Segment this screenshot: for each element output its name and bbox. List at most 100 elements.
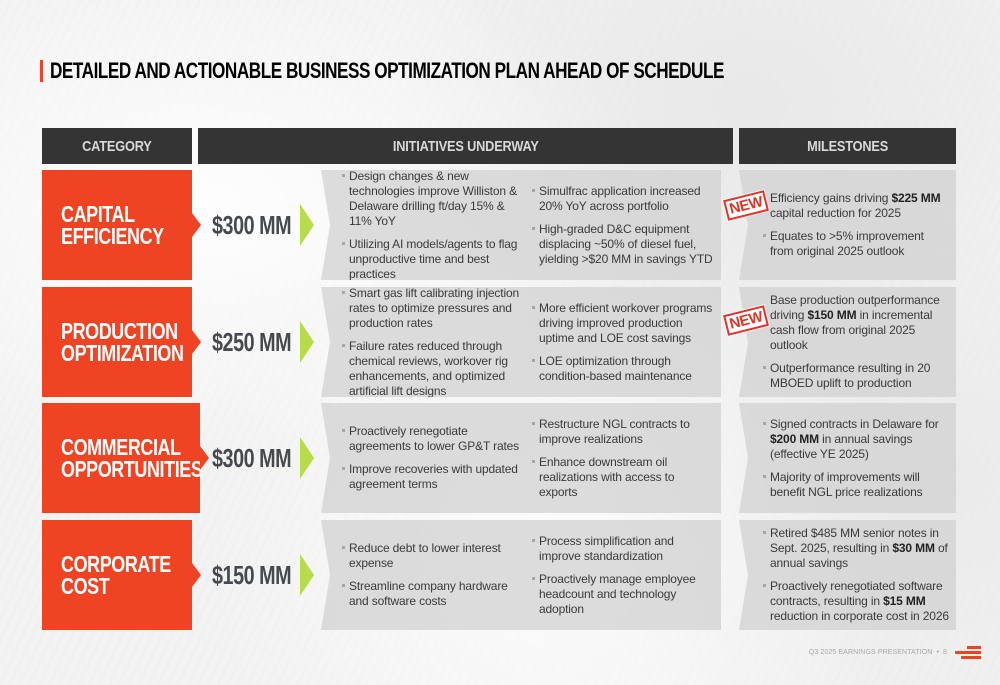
page-title-text: DETAILED AND ACTIONABLE BUSINESS OPTIMIZ… [50,58,724,83]
header-category-label: CATEGORY [82,137,152,155]
initiatives-column-2: Simulfrac application increased 20% YoY … [532,184,715,267]
initiatives-column-1: Design changes & new technologies improv… [342,170,525,280]
category-label: COMMERCIAL OPPORTUNITIES [61,434,203,482]
header-milestones-label: MILESTONES [807,137,888,155]
milestones-column: Efficiency gains driving $225 MM capital… [763,191,950,259]
milestone-text: Signed contracts in Delaware for [770,416,939,431]
initiatives-box: Proactively renegotiate agreements to lo… [321,403,721,513]
row-corporate-cost: CORPORATE COST $150 MM Reduce debt to lo… [0,520,1000,630]
initiative-item: Proactively renegotiate agreements to lo… [342,424,525,454]
milestone-text: in incremental cash flow from original 2… [770,308,933,352]
header-initiatives-label: INITIATIVES UNDERWAY [392,137,539,155]
category-label: CORPORATE COST [61,551,171,599]
category-line2: OPTIMIZATION [61,340,184,366]
milestone-text: in annual savings (effective YE 2025) [770,431,913,461]
milestone-item: Base production outperformance driving $… [764,293,950,353]
initiative-item: Utilizing AI models/agents to flag unpro… [342,237,525,280]
initiative-item: High-graded D&C equipment displacing ~50… [532,222,715,267]
initiative-item: Enhance downstream oil realizations with… [532,455,715,500]
category-box: PRODUCTION OPTIMIZATION [42,287,201,397]
initiatives-box: Smart gas lift calibrating injection rat… [321,287,721,397]
savings-amount-text: $250 MM [212,326,292,357]
milestone-text: Proactively renegotiated software contra… [770,579,943,608]
milestone-item: Signed contracts in Delaware for $200 MM… [763,416,950,462]
milestone-text: of annual savings [770,541,948,570]
arrow-right-icon [300,204,314,246]
savings-amount: $300 MM [212,403,316,513]
initiatives-column-1: Proactively renegotiate agreements to lo… [342,424,525,492]
initiative-item: More efficient workover programs driving… [532,301,715,346]
milestones-box: Efficiency gains driving $225 MM capital… [739,170,956,280]
milestone-highlight: $30 MM [892,541,935,555]
category-line1: COMMERCIAL [61,434,181,460]
milestone-text: Retired $485 MM senior notes in Sept. 20… [770,526,939,555]
page-number: 8 [943,649,947,656]
initiative-item: Restructure NGL contracts to improve rea… [532,417,715,447]
category-line2: EFFICIENCY [61,223,164,249]
milestone-item: Proactively renegotiated software contra… [763,579,950,624]
milestone-highlight: $225 MM [891,191,941,205]
initiatives-box: Design changes & new technologies improv… [321,170,721,280]
initiative-item: Smart gas lift calibrating injection rat… [342,287,525,331]
row-production-optimization: PRODUCTION OPTIMIZATION $250 MM Smart ga… [0,287,1000,397]
page-title: DETAILED AND ACTIONABLE BUSINESS OPTIMIZ… [40,58,914,84]
milestone-text: capital reduction for 2025 [770,206,901,220]
initiatives-column-1: Smart gas lift calibrating injection rat… [342,287,525,397]
row-commercial-opportunities: COMMERCIAL OPPORTUNITIES $300 MM Proacti… [0,403,1000,513]
footer-separator: • [936,649,939,656]
initiatives-column-2: More efficient workover programs driving… [532,301,715,384]
milestones-column: Retired $485 MM senior notes in Sept. 20… [763,526,950,624]
footer-label: Q3 2025 EARNINGS PRESENTATION [808,649,933,656]
milestones-box: Base production outperformance driving $… [739,287,956,397]
milestone-highlight: $15 MM [883,594,926,608]
initiative-item: Failure rates reduced through chemical r… [342,339,525,397]
category-line1: CAPITAL [61,201,135,227]
milestone-item: Outperformance resulting in 20 MBOED upl… [763,361,950,391]
milestone-highlight: $150 MM [807,308,857,322]
arrow-right-icon [300,321,314,363]
milestones-box: Signed contracts in Delaware for $200 MM… [739,403,956,513]
milestone-item: Majority of improvements will benefit NG… [763,469,950,500]
category-line1: CORPORATE [61,551,171,577]
category-label: PRODUCTION OPTIMIZATION [61,318,184,366]
savings-amount: $150 MM [212,520,316,630]
milestone-item: Efficiency gains driving $225 MM capital… [764,191,950,221]
company-logo-icon [955,646,981,659]
initiative-item: Process simplification and improve stand… [532,534,715,564]
initiatives-column-2: Restructure NGL contracts to improve rea… [532,417,715,500]
savings-amount-text: $300 MM [212,209,292,240]
category-box: CORPORATE COST [42,520,201,630]
milestone-text: Majority of improvements will benefit NG… [770,469,923,499]
initiative-item: Proactively manage employee headcount an… [532,572,715,617]
initiatives-column-1: Reduce debt to lower interest expense St… [342,541,525,609]
category-line1: PRODUCTION [61,318,178,344]
savings-amount-text: $300 MM [212,442,292,473]
milestone-item: Equates to >5% improvement from original… [763,229,950,259]
title-accent-bar [40,60,43,82]
initiative-item: Reduce debt to lower interest expense [342,541,525,571]
milestone-item: Retired $485 MM senior notes in Sept. 20… [763,526,950,571]
milestone-text: Outperformance resulting in 20 MBOED upl… [770,361,931,390]
header-category: CATEGORY [42,128,192,164]
category-line2: COST [61,573,110,599]
category-box: CAPITAL EFFICIENCY [42,170,201,280]
milestone-text: Efficiency gains driving [770,191,892,205]
initiatives-column-2: Process simplification and improve stand… [532,534,715,617]
row-capital-efficiency: CAPITAL EFFICIENCY $300 MM Design change… [0,170,1000,280]
category-box: COMMERCIAL OPPORTUNITIES [42,403,209,513]
milestone-text: Base production outperformance driving [770,293,940,322]
footer: Q3 2025 EARNINGS PRESENTATION • 8 [809,649,947,656]
initiative-item: Simulfrac application increased 20% YoY … [532,184,715,214]
initiative-item: Design changes & new technologies improv… [342,170,525,229]
arrow-right-icon [300,437,314,479]
initiatives-box: Reduce debt to lower interest expense St… [321,520,721,630]
milestone-text: reduction in corporate cost in 2026 [770,609,949,623]
category-line2: OPPORTUNITIES [61,456,203,482]
milestones-box: Retired $485 MM senior notes in Sept. 20… [739,520,956,630]
initiative-item: Streamline company hardware and software… [342,579,525,609]
header-initiatives: INITIATIVES UNDERWAY [198,128,733,164]
arrow-right-icon [300,554,314,596]
initiative-item: Improve recoveries with updated agreemen… [342,462,525,492]
milestone-text: Equates to >5% improvement from original… [770,229,924,258]
savings-amount: $300 MM [212,170,316,280]
